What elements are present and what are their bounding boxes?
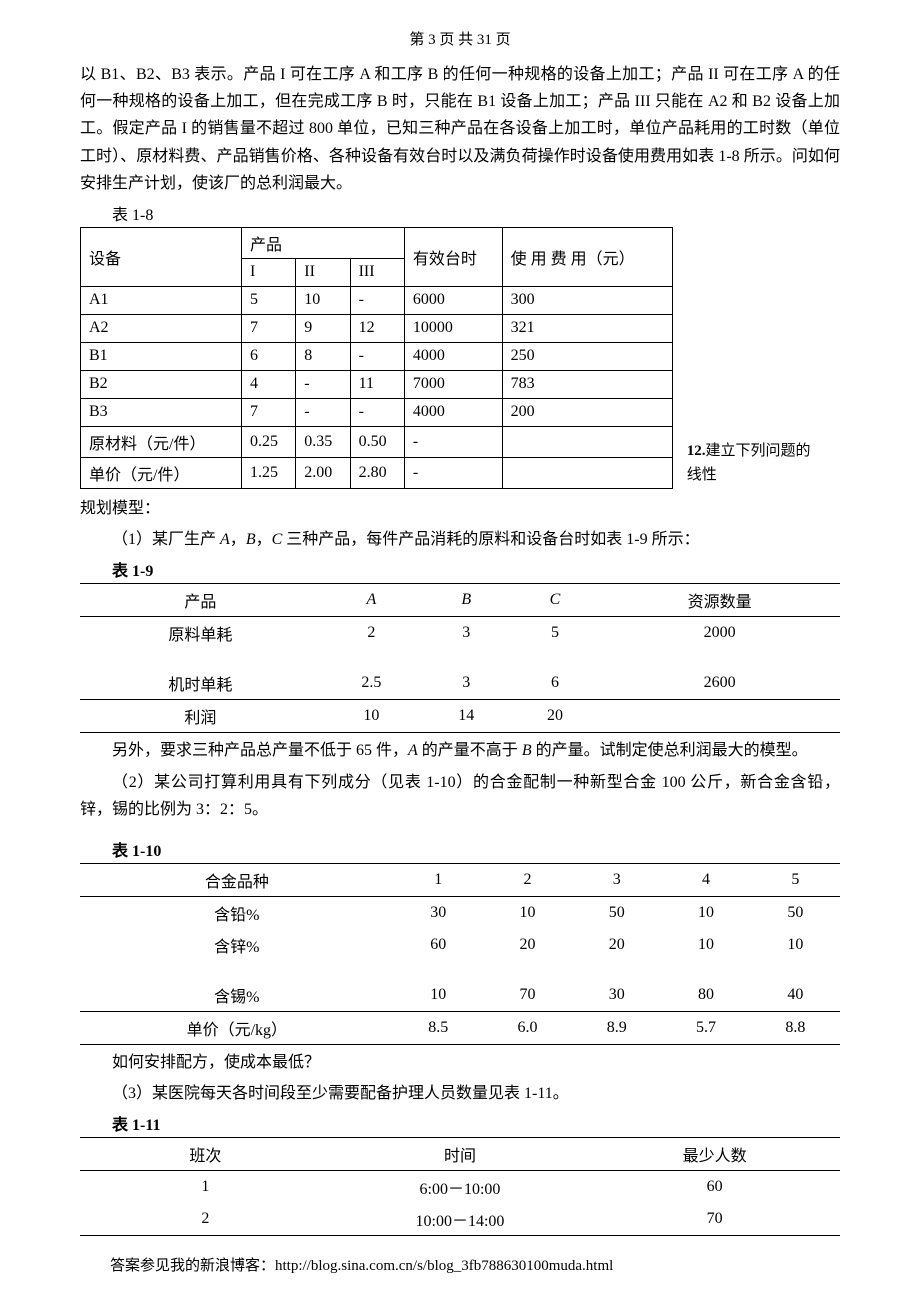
table-1-11: 班次 时间 最少人数 1 6:00－10:00 60 2 10:00－14:00… <box>80 1137 840 1236</box>
table-row: 机时单耗 2.5 3 6 2600 <box>80 667 840 700</box>
th-p2: II <box>296 258 350 286</box>
th-product: 产品 <box>242 227 405 258</box>
table-row: 1 6:00－10:00 60 <box>80 1171 840 1204</box>
table111-caption: 表 1-11 <box>80 1111 840 1135</box>
question-12-side: 12.建立下列问题的线性 <box>687 439 824 489</box>
table-row: 原材料（元/件） 0.25 0.35 0.50 - <box>81 426 673 457</box>
table-row: 2 10:00－14:00 70 <box>80 1203 840 1236</box>
q12-2-after: 如何安排配方，使成本最低？ <box>80 1049 840 1076</box>
table-row: A1 5 10 - 6000 300 <box>81 286 673 314</box>
table-row: 含锌% 60 20 20 10 10 <box>80 929 840 979</box>
table-row: A2 7 9 12 10000 321 <box>81 314 673 342</box>
q12-part3: （3）某医院每天各时间段至少需要配备护理人员数量见表 1-11。 <box>80 1080 840 1107</box>
page-header: 第 3 页 共 31 页 <box>80 28 840 49</box>
th-cost: 使 用 费 用（元） <box>502 227 672 286</box>
table19-caption: 表 1-9 <box>80 557 840 581</box>
q12-after: 规划模型： <box>80 495 840 522</box>
q12-1-after: 另外，要求三种产品总产量不低于 65 件，A 的产量不高于 B 的产量。试制定使… <box>80 737 840 764</box>
th-equipment: 设备 <box>81 227 242 286</box>
table-row: B1 6 8 - 4000 250 <box>81 342 673 370</box>
intro-paragraph: 以 B1、B2、B3 表示。产品 I 可在工序 A 和工序 B 的任何一种规格的… <box>80 61 840 197</box>
q12-part1: （1）某厂生产 A，B，C 三种产品，每件产品消耗的原料和设备台时如表 1-9 … <box>80 526 840 553</box>
table110-caption: 表 1-10 <box>80 837 840 861</box>
q12-part2: （2）某公司打算利用具有下列成分（见表 1-10）的合金配制一种新型合金 100… <box>80 769 840 823</box>
th-p1: I <box>242 258 296 286</box>
table-row: 单价（元/kg） 8.5 6.0 8.9 5.7 8.8 <box>80 1011 840 1044</box>
table-row: 原料单耗 2 3 5 2000 <box>80 617 840 668</box>
th-hours: 有效台时 <box>404 227 502 286</box>
table-1-9: 产品 A B C 资源数量 原料单耗 2 3 5 2000 机时单耗 2.5 3… <box>80 583 840 733</box>
footer-link: 答案参见我的新浪博客：http://blog.sina.com.cn/s/blo… <box>80 1254 840 1275</box>
table-1-10: 合金品种 1 2 3 4 5 含铅% 30 10 50 10 50 含锌% 60… <box>80 863 840 1045</box>
table-row: 利润 10 14 20 <box>80 700 840 733</box>
table-row: 单价（元/件） 1.25 2.00 2.80 - <box>81 457 673 488</box>
table-row: 含铅% 30 10 50 10 50 <box>80 896 840 929</box>
table18-caption: 表 1-8 <box>80 201 840 225</box>
table-row: 含锡% 10 70 30 80 40 <box>80 979 840 1012</box>
table-row: B2 4 - 11 7000 783 <box>81 370 673 398</box>
th-p3: III <box>350 258 404 286</box>
table-1-8: 设备 产品 有效台时 使 用 费 用（元） I II III A1 5 10 -… <box>80 227 673 489</box>
table-row: B3 7 - - 4000 200 <box>81 398 673 426</box>
table18-wrap: 设备 产品 有效台时 使 用 费 用（元） I II III A1 5 10 -… <box>80 227 840 489</box>
